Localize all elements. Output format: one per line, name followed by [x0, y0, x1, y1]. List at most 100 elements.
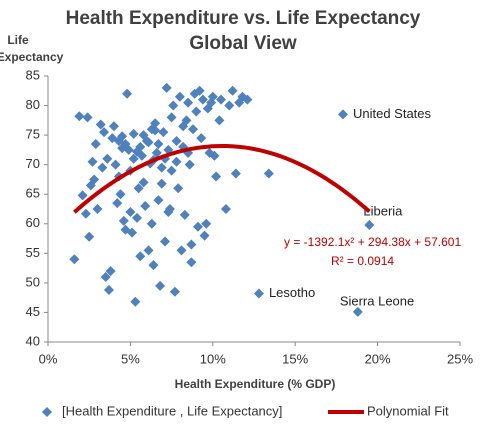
y-tick-label: 60: [26, 215, 40, 230]
y-tick-label: 40: [26, 333, 40, 348]
x-tick-label: 25%: [447, 351, 473, 366]
point-label: Liberia: [363, 203, 403, 218]
scatter-point: [146, 218, 157, 229]
point-label: Lesotho: [269, 285, 315, 300]
scatter-point: [150, 125, 161, 136]
trend-equation: y = -1392.1x² + 294.38x + 57.601: [284, 235, 461, 249]
scatter-point: [131, 212, 142, 223]
scatter-point: [156, 178, 167, 189]
trendline: [73, 144, 371, 214]
scatter-point: [183, 97, 194, 108]
x-tick-label: 10%: [200, 351, 226, 366]
y-tick-label: 50: [26, 274, 40, 289]
scatter-point: [161, 82, 172, 93]
scatter-point: [192, 221, 203, 232]
x-tick-label: 20%: [365, 351, 391, 366]
scatter-point: [178, 121, 189, 132]
scatter-point: [216, 94, 227, 105]
scatter-point: [92, 204, 103, 214]
point-label: Sierra Leone: [340, 293, 414, 308]
scatter-point: [173, 183, 184, 194]
scatter-point: [196, 133, 207, 144]
scatter-point: [220, 204, 231, 214]
scatter-point: [100, 271, 111, 282]
scatter-point: [171, 156, 182, 167]
scatter-point: [174, 91, 185, 102]
x-tick-label: 0%: [39, 351, 58, 366]
scatter-point: [90, 138, 101, 149]
trend-r-squared: R² = 0.0914: [331, 254, 394, 268]
x-axis-title: Health Expenditure (% GDP): [175, 377, 336, 391]
scatter-point: [143, 137, 154, 148]
scatter-point: [171, 136, 182, 147]
scatter-point: [194, 85, 205, 96]
scatter-point: [74, 111, 85, 122]
scatter-point: [364, 219, 375, 230]
chart-subtitle: Global View: [189, 33, 297, 54]
scatter-point: [166, 165, 177, 176]
scatter-point: [112, 198, 123, 209]
scatter-point: [186, 257, 197, 268]
scatter-point: [131, 146, 142, 157]
chart-title: Health Expenditure vs. Life Expectancy: [66, 8, 421, 29]
point-label: United States: [353, 106, 432, 121]
scatter-point: [186, 239, 197, 250]
scatter-point: [153, 195, 164, 206]
scatter-point: [188, 124, 199, 135]
y-tick-label: 85: [26, 67, 40, 82]
scatter-point: [224, 100, 235, 111]
scatter-point: [138, 177, 149, 188]
scatter-point: [166, 112, 177, 123]
scatter-point: [184, 159, 195, 170]
scatter-point: [118, 215, 129, 226]
scatter-point: [337, 109, 348, 120]
y-tick-label: 75: [26, 127, 40, 142]
x-tick-label: 15%: [282, 351, 308, 366]
scatter-point: [133, 183, 144, 194]
scatter-point: [108, 121, 119, 132]
legend-marker: [42, 407, 52, 417]
y-axis-title: Life: [7, 33, 29, 47]
scatter-point: [87, 156, 98, 167]
scatter-point: [199, 230, 210, 241]
scatter-point: [156, 162, 167, 173]
scatter-point: [99, 127, 110, 138]
scatter-point: [176, 245, 187, 256]
y-axis-title: Expectancy: [0, 50, 64, 64]
scatter-point: [103, 284, 114, 295]
scatter-point: [82, 112, 93, 123]
scatter-point: [352, 306, 363, 317]
scatter-point: [138, 130, 149, 141]
scatter-point: [253, 288, 264, 299]
scatter-point: [125, 206, 136, 217]
scatter-point: [77, 190, 88, 201]
scatter-point: [209, 150, 220, 161]
scatter-point: [201, 218, 212, 229]
scatter-point: [191, 106, 202, 117]
scatter-point: [89, 174, 100, 185]
y-tick-label: 70: [26, 156, 40, 171]
scatter-point: [102, 153, 113, 164]
scatter-point: [84, 231, 95, 242]
legend-label: Polynomial Fit: [367, 403, 449, 418]
y-tick-label: 65: [26, 186, 40, 201]
scatter-point: [168, 100, 179, 111]
scatter-point: [110, 159, 121, 170]
scatter-point: [151, 147, 162, 158]
scatter-point: [127, 227, 138, 238]
scatter-point: [227, 85, 238, 96]
scatter-point: [148, 260, 159, 271]
x-tick-label: 5%: [121, 351, 140, 366]
scatter-point: [179, 209, 190, 220]
scatter-point: [128, 153, 139, 164]
y-tick-label: 45: [26, 304, 40, 319]
scatter-point: [263, 168, 274, 179]
y-tick-label: 80: [26, 97, 40, 112]
y-tick-label: 55: [26, 245, 40, 260]
scatter-point: [155, 280, 166, 291]
scatter-point: [242, 94, 253, 105]
scatter-point: [115, 189, 126, 200]
scatter-point: [140, 201, 151, 212]
scatter-point: [120, 138, 131, 149]
